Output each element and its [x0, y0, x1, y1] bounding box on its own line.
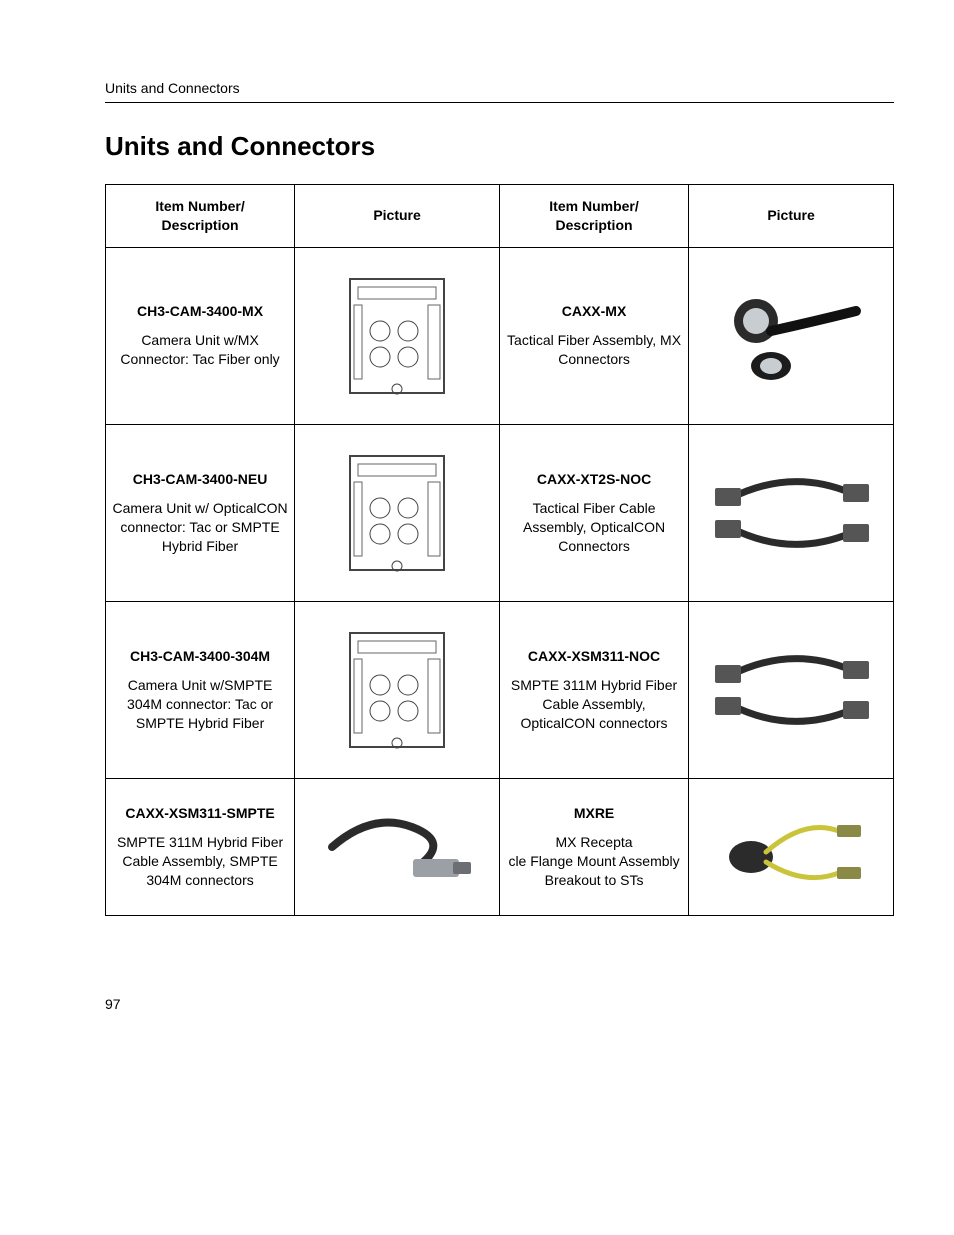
table-row: CH3-CAM-3400-NEU Camera Unit w/ OpticalC…	[106, 424, 894, 601]
table-body: CH3-CAM-3400-MX Camera Unit w/MX Connect…	[106, 247, 894, 915]
picture-cell	[689, 247, 894, 424]
table-row: CH3-CAM-3400-MX Camera Unit w/MX Connect…	[106, 247, 894, 424]
table-header-row: Item Number/Description Picture Item Num…	[106, 185, 894, 248]
picture-cell	[295, 424, 500, 601]
item-number: CAXX-XSM311-SMPTE	[112, 804, 288, 823]
item-number: MXRE	[506, 804, 682, 823]
camera-unit-icon	[332, 438, 462, 588]
col-header-pic-right: Picture	[689, 185, 894, 248]
desc-cell: CAXX-XSM311-SMPTE SMPTE 311M Hybrid Fibe…	[106, 778, 295, 915]
picture-cell	[689, 601, 894, 778]
item-description: SMPTE 311M Hybrid Fiber Cable Assembly, …	[506, 676, 682, 733]
cable-single-icon	[317, 797, 477, 897]
cable-dual-icon	[711, 458, 871, 568]
col-header-desc-right: Item Number/Description	[499, 185, 688, 248]
item-number: CAXX-MX	[506, 302, 682, 321]
header-rule	[105, 102, 894, 103]
breakout-icon	[711, 797, 871, 897]
cable-dual-icon	[711, 635, 871, 745]
desc-cell: CAXX-XSM311-NOC SMPTE 311M Hybrid Fiber …	[499, 601, 688, 778]
desc-cell: CH3-CAM-3400-MX Camera Unit w/MX Connect…	[106, 247, 295, 424]
picture-cell	[295, 778, 500, 915]
mx-connector-icon	[716, 281, 866, 391]
document-page: Units and Connectors Units and Connector…	[0, 0, 954, 1072]
header-text: Item Number/Description	[155, 198, 244, 233]
item-description: MX Receptacle Flange Mount Assembly Brea…	[506, 833, 682, 890]
item-description: Tactical Fiber Cable Assembly, OpticalCO…	[506, 499, 682, 556]
item-number: CAXX-XT2S-NOC	[506, 470, 682, 489]
picture-cell	[295, 247, 500, 424]
desc-cell: CH3-CAM-3400-304M Camera Unit w/SMPTE 30…	[106, 601, 295, 778]
table-row: CH3-CAM-3400-304M Camera Unit w/SMPTE 30…	[106, 601, 894, 778]
col-header-desc-left: Item Number/Description	[106, 185, 295, 248]
table-row: CAXX-XSM311-SMPTE SMPTE 311M Hybrid Fibe…	[106, 778, 894, 915]
item-number: CH3-CAM-3400-NEU	[112, 470, 288, 489]
item-description: Camera Unit w/ OpticalCON connector: Tac…	[112, 499, 288, 556]
item-number: CH3-CAM-3400-304M	[112, 647, 288, 666]
picture-cell	[295, 601, 500, 778]
picture-cell	[689, 778, 894, 915]
header-text: Item Number/Description	[549, 198, 638, 233]
page-number: 97	[105, 996, 894, 1012]
item-description: Camera Unit w/MX Connector: Tac Fiber on…	[112, 331, 288, 369]
item-description: SMPTE 311M Hybrid Fiber Cable Assembly, …	[112, 833, 288, 890]
picture-cell	[689, 424, 894, 601]
desc-cell: MXRE MX Receptacle Flange Mount Assembly…	[499, 778, 688, 915]
running-head: Units and Connectors	[105, 80, 894, 96]
header-text: Picture	[767, 207, 814, 223]
header-text: Picture	[373, 207, 420, 223]
item-description: Camera Unit w/SMPTE 304M connector: Tac …	[112, 676, 288, 733]
desc-cell: CAXX-MX Tactical Fiber Assembly, MX Conn…	[499, 247, 688, 424]
item-number: CH3-CAM-3400-MX	[112, 302, 288, 321]
item-number: CAXX-XSM311-NOC	[506, 647, 682, 666]
desc-cell: CAXX-XT2S-NOC Tactical Fiber Cable Assem…	[499, 424, 688, 601]
camera-unit-icon	[332, 615, 462, 765]
desc-cell: CH3-CAM-3400-NEU Camera Unit w/ OpticalC…	[106, 424, 295, 601]
units-table: Item Number/Description Picture Item Num…	[105, 184, 894, 916]
section-title: Units and Connectors	[105, 131, 894, 162]
col-header-pic-left: Picture	[295, 185, 500, 248]
camera-unit-icon	[332, 261, 462, 411]
item-description: Tactical Fiber Assembly, MX Connectors	[506, 331, 682, 369]
